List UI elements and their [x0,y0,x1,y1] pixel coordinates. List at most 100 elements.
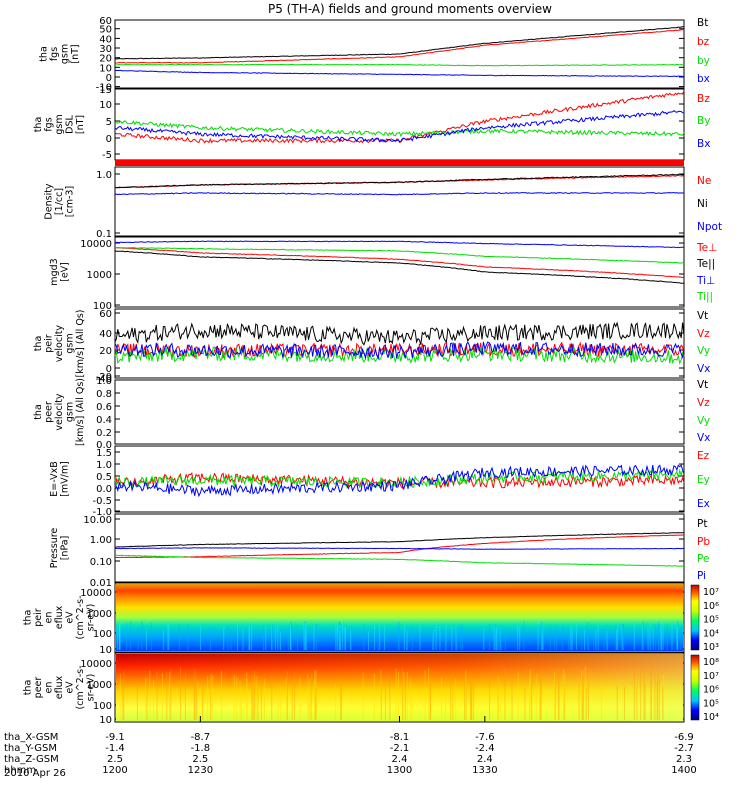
ylabel-line: sr-eV) [86,674,97,702]
ylabel-line: [eV] [59,262,70,282]
xaxis-row-label: tha_X-GSM [4,732,58,743]
legend-ez: Ez [697,450,710,462]
ytick-label: 0.6 [96,402,112,413]
ylabel-line: gsm [65,402,76,422]
legend-ti⊥: Ti⊥ [696,275,715,287]
colorbar-label: 10⁵ [703,615,719,626]
legend-vz: Vz [697,328,710,340]
legend-ne: Ne [697,175,711,187]
ylabel-line: tha [33,117,44,133]
ytick-label: 10000 [80,659,112,670]
xaxis-value: -8.7 [191,732,211,743]
colorbar-label: 10⁶ [703,685,719,696]
xaxis-value: -8.1 [390,732,410,743]
legend-bz: Bz [697,93,710,105]
xaxis-value: -7.6 [475,732,495,743]
panel-frame [114,88,685,161]
series-line-by [114,120,685,138]
panel-frame [114,582,685,653]
xaxis-value: 2.4 [392,754,408,765]
ylabel-line: DSL [65,114,76,133]
panel-peer_spectrogram: tha peer en eflux eV (cm^2-s-sr-eV) 10000 1000 1… [23,652,719,726]
ylabel-line: en [44,682,55,694]
ytick-label: 0 [106,364,112,375]
series-line-ti⊥ [114,240,685,249]
ylabel-line: tha [33,404,44,420]
legend-ni: Ni [697,198,708,210]
ylabel-line: tha [23,680,34,696]
ylabel-line: (cm^2-s- [75,666,86,710]
panels: tha fgs gsm [nT]6050403020100-10Btbzbybxtha… [23,16,723,726]
panel-frame [114,19,685,89]
ylabel-line: [nT] [75,115,86,134]
date-label: 2010 Apr 26 [4,768,66,779]
colorbar-label: 10⁴ [703,712,719,723]
legend-ey: Ey [697,474,710,486]
legend-pb: Pb [697,536,710,548]
ylabel-line: tha [38,46,49,62]
ylabel-line: tha [33,336,44,352]
ytick-label: 0.0 [96,484,112,495]
xaxis-value: 2.4 [477,754,493,765]
ytick-label: 1000 [87,609,112,620]
xaxis-row-label: hhmm [4,765,36,776]
series-line-bx [114,69,684,78]
legend-by: By [697,115,710,127]
ytick-label: 1000 [87,680,112,691]
ylabel-line: (cm^2-s- [75,596,86,640]
colorbar-label: 10³ [703,642,719,653]
series-line-pb [114,534,685,559]
series-line-vt [114,321,685,346]
ytick-label: 0.01 [90,578,112,589]
ytick-label: -0.5 [92,496,112,507]
ylabel-line: peir [33,608,44,627]
panel-efield: E=-VxB [mV/m] 1.51.00.50.0-0.5-1.0 Ez Ey Ex [49,445,710,518]
ytick-label: 15 [99,85,112,96]
series-line-ni [114,173,685,189]
ytick-label: 0.4 [96,415,112,426]
ytick-label: 0.5 [96,472,112,483]
legend-vt: Vt [697,310,708,322]
xaxis-value: -1.8 [191,743,211,754]
ytick-label: 10 [99,715,112,726]
series-line-npot [114,192,685,196]
ylabel-line: peer [44,401,55,423]
x-axis-labels: tha_X-GSM -9.1 -8.7 -8.1 -7.6 -6.9 tha_Y-GSM -1… [4,716,697,776]
legend-vz: Vz [697,397,710,409]
ylabel-line: eV [65,611,76,624]
panel-peir_velocity: tha peir velocity gsm [km/s] (All Qs) 60 40 20 0… [33,308,710,385]
legend-ti||: Ti|| [696,291,713,303]
ylabel-line: E=-VxB [49,461,60,496]
ytick-label: 1.00 [90,535,112,546]
colorbar-label: 10⁴ [703,628,719,639]
legend-bx: bx [697,73,710,85]
series-line-vy [114,346,685,365]
xaxis-value: -2.1 [390,743,410,754]
legend-pe: Pe [697,553,709,565]
ytick-label: 40 [99,329,112,340]
series-line-bz [114,29,685,64]
ytick-label: 40 [99,34,112,45]
legend-vx: Vx [697,363,710,375]
legend-pi: Pi [697,570,706,582]
ytick-label: 0.1 [96,229,112,240]
ylabel-line: en [44,612,55,624]
red-status-bar [115,160,684,166]
ytick-label: 20 [99,346,112,357]
ytick-label: 1.0 [96,376,112,387]
legend-ex: Ex [697,498,710,510]
colorbar-label: 10⁸ [703,657,719,668]
ylabel-line: eV [65,681,76,694]
ylabel-line: [1/cc] [54,188,65,215]
colorbar [690,654,700,721]
series-line-pi [115,547,685,550]
series-line-vz [114,341,685,359]
ytick-label: 0.0 [96,440,112,451]
ylabel-line: sr-eV) [86,604,97,632]
ylabel-line: tha [23,610,34,626]
legend-bt: Bt [697,17,708,29]
ytick-label: 20 [99,54,112,65]
ytick-label: 1.5 [96,448,112,459]
colorbar [690,584,700,651]
series-line-ti|| [114,246,685,264]
